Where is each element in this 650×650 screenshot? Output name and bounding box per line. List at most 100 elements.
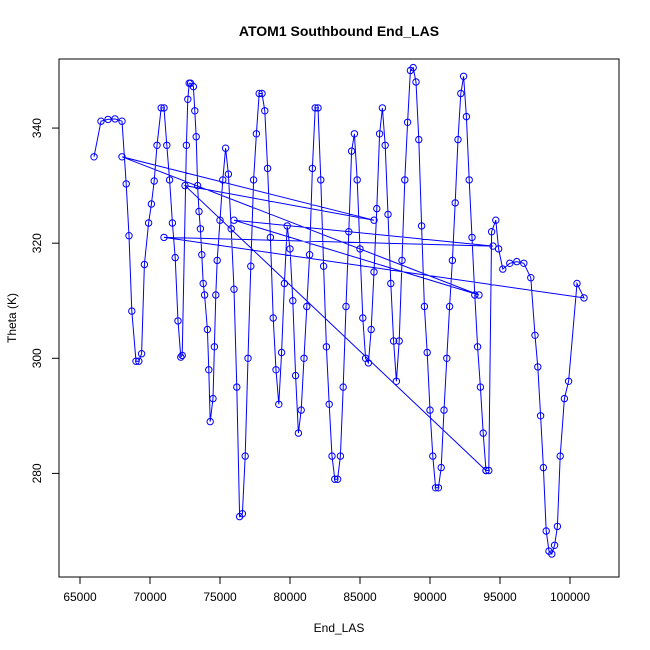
data-point [241,452,249,460]
data-point [132,357,140,365]
data-point [135,357,143,365]
data-point [137,350,146,358]
data-point [311,104,319,112]
data-point [203,325,212,334]
x-tick-label: 95000 [483,590,517,604]
data-point [328,452,336,460]
x-tick-label: 85000 [343,590,377,604]
data-point [157,104,165,112]
data-point [531,331,539,339]
data-point [475,291,483,299]
data-point [195,207,203,216]
data-point [539,463,548,472]
data-point [263,164,272,173]
data-point [370,216,378,224]
data-point [249,176,258,184]
x-tick-label: 70000 [133,590,167,604]
data-point [111,115,119,123]
data-point [200,291,209,299]
data-point [193,181,202,190]
data-point [471,291,479,299]
data-point [542,527,550,535]
x-axis-label: End_LAS [314,621,365,635]
data-point [244,354,252,362]
data-point [359,314,367,322]
y-axis: 280 300 320 340 [30,118,60,483]
data-point [140,260,149,269]
data-point [233,383,241,391]
data-point [181,181,189,190]
data-point [153,141,161,150]
data-point [339,383,347,391]
data-point [333,475,342,483]
data-point [431,484,440,492]
x-tick-label: 80000 [273,590,307,604]
data-point [198,251,206,259]
data-point [297,406,305,414]
data-point [283,222,291,230]
data-point [303,302,311,311]
data-point [118,153,126,161]
data-point [269,314,277,322]
data-point [468,233,476,242]
data-point [252,130,261,138]
data-point [191,107,199,115]
data-point [319,262,328,270]
data-point [90,153,98,161]
data-point [560,394,569,403]
data-point [209,394,217,403]
data-point [429,452,437,460]
data-point [556,452,564,460]
data-point [104,115,112,124]
data-point [420,302,429,311]
data-point [286,245,294,253]
data-point [389,337,398,345]
data-point [381,141,389,150]
data-point [160,233,168,242]
data-point [440,406,448,414]
series-line [93,66,585,555]
data-point [445,302,454,311]
data-point [163,141,171,150]
data-point [300,354,308,362]
y-tick-label: 300 [30,348,44,368]
data-point [206,417,214,426]
data-point [230,285,238,293]
data-point [213,256,221,265]
data-point [465,176,473,184]
data-point [314,104,322,112]
data-point [499,265,507,273]
data-point [367,325,375,334]
series-layer [90,63,588,558]
data-point [550,541,559,549]
data-point [174,317,182,325]
x-tick-label: 65000 [63,590,97,604]
data-point [395,337,403,345]
data-point [210,343,219,351]
data-point [373,204,381,213]
data-point [322,343,331,351]
data-point [216,216,224,224]
x-axis: 65000 70000 75000 80000 85000 90000 95000 10000… [63,576,590,604]
data-point [171,253,179,262]
data-point [178,351,186,360]
data-point [398,256,406,265]
data-point [147,200,156,208]
data-point [199,279,207,288]
data-point [196,225,205,233]
data-point [479,429,487,437]
data-point [448,256,457,265]
data-point [534,363,542,371]
data-point [165,176,174,184]
data-point [409,63,417,72]
data-point [451,199,459,207]
data-point [224,170,233,178]
data-point [392,377,401,385]
data-point [485,466,493,475]
data-point [520,259,528,267]
data-point [238,510,247,518]
data-point [387,279,395,288]
data-point [364,359,373,367]
y-tick-label: 340 [30,118,44,138]
data-point [513,257,521,266]
